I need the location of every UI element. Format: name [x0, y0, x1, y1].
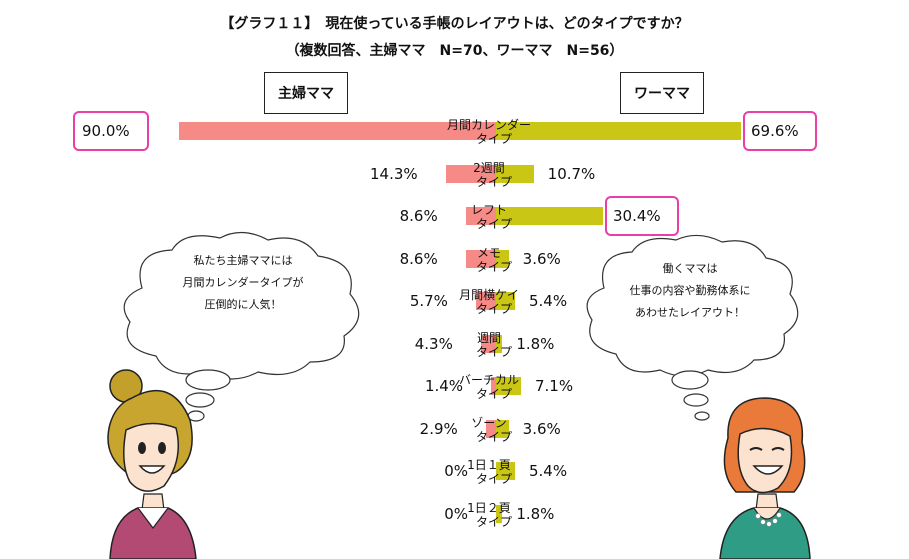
category-label: バーチカル タイプ	[434, 373, 544, 401]
category-label: 月間カレンダー タイプ	[434, 118, 544, 146]
bubble-right-line: 働くママは	[662, 262, 718, 275]
category-label: 月間横ケイ タイプ	[434, 288, 544, 316]
category-label-line: 2週間	[473, 160, 505, 175]
legend-housewife-label: 主婦ママ	[264, 72, 348, 114]
value-label-working: 5.4%	[529, 462, 568, 480]
bar-working	[496, 419, 509, 438]
chart-subtitle: （複数回答、主婦ママ N=70、ワーママ N=56）	[285, 43, 624, 59]
bar-working	[496, 164, 534, 183]
thought-bubble-right	[586, 234, 799, 421]
bar-working	[496, 504, 503, 523]
value-label-housewife: 0%	[444, 504, 468, 523]
bar-housewife	[445, 164, 496, 183]
value-label-working: 30.4%	[613, 207, 661, 225]
category-label-line: バーチカル	[458, 373, 519, 387]
bar-working	[496, 462, 515, 480]
category-label-line: 月間カレンダー	[446, 118, 531, 132]
value-label-working: 7.1%	[534, 377, 574, 395]
category-label: 週間 タイプ	[434, 331, 544, 359]
highlight-box	[742, 111, 817, 151]
category-label-line: メモ	[476, 245, 501, 260]
bar-working	[496, 249, 509, 268]
value-label-working: 69.6%	[750, 122, 799, 140]
bubble-right-line: あわせたレイアウト！	[635, 306, 745, 319]
bar-working	[496, 122, 741, 140]
value-label-working: 10.7%	[547, 164, 596, 183]
value-label-housewife: 0%	[444, 462, 468, 480]
bar-housewife	[480, 334, 496, 353]
bar-housewife	[485, 419, 496, 438]
value-label-working: 5.4%	[529, 292, 568, 310]
value-label-working: 3.6%	[522, 419, 561, 438]
category-label-line: タイプ	[475, 217, 512, 231]
category-label: メモ タイプ	[434, 246, 544, 274]
category-label: 2週間 タイプ	[434, 161, 544, 189]
value-label-housewife: 8.6%	[399, 249, 438, 268]
category-label-line: 週間	[476, 330, 501, 345]
category-label-line: 月間横ケイ	[459, 288, 519, 302]
category-label-line: タイプ	[475, 387, 512, 401]
bar-working	[496, 377, 521, 395]
legend-working-label: ワーママ	[620, 72, 704, 114]
value-label-housewife: 14.3%	[370, 164, 418, 183]
bubble-right-line: 仕事の内容や勤務体系に	[629, 284, 751, 297]
highlight-box	[605, 196, 679, 236]
category-label-line: タイプ	[475, 514, 512, 529]
value-label-working: 3.6%	[522, 249, 561, 268]
housewife-illustration	[107, 369, 197, 559]
highlight-box	[73, 111, 149, 151]
category-label-line: ゾーン	[471, 415, 507, 430]
category-label: 1日２頁 タイプ	[434, 501, 544, 529]
bar-housewife	[475, 292, 496, 310]
category-label-line: タイプ	[475, 259, 512, 274]
bar-working	[496, 207, 603, 225]
bar-housewife	[465, 207, 496, 225]
category-label: ゾーン タイプ	[434, 416, 544, 444]
bar-working	[496, 292, 515, 310]
category-label-line: タイプ	[475, 344, 512, 359]
value-label-housewife: 8.6%	[399, 207, 438, 225]
bar-housewife	[179, 122, 496, 140]
value-label-housewife: 1.4%	[424, 377, 464, 395]
category-label-line: タイプ	[475, 429, 512, 444]
bar-housewife	[465, 249, 496, 268]
value-label-housewife: 90.0%	[82, 122, 130, 140]
bar-housewife	[491, 377, 496, 395]
category-label-line: タイプ	[475, 472, 512, 486]
bubble-left-line: 私たち主婦ママには	[193, 254, 293, 267]
category-label-line: レフト	[470, 203, 507, 217]
working-mom-illustration	[719, 397, 811, 559]
value-label-working: 1.8%	[516, 334, 555, 353]
category-label-line: 1日１頁	[467, 458, 511, 472]
value-label-housewife: 4.3%	[414, 334, 453, 353]
bar-working	[496, 334, 503, 353]
category-label-line: タイプ	[475, 302, 512, 316]
bubble-left-text: 私たち主婦ママには 月間カレンダータイプが 圧倒的に人気！	[138, 250, 348, 316]
category-label: 1日１頁 タイプ	[434, 458, 544, 486]
bubble-right-text: 働くママは 仕事の内容や勤務体系に あわせたレイアウト！	[590, 258, 790, 324]
value-label-housewife: 2.9%	[419, 419, 458, 438]
thought-bubble-left	[123, 231, 360, 422]
category-label-line: タイプ	[475, 132, 512, 146]
category-label-line: 1日２頁	[467, 500, 511, 515]
chart-title: 【グラフ１１】 現在使っている手帳のレイアウトは、どのタイプですか？	[220, 16, 689, 32]
value-label-housewife: 5.7%	[409, 292, 448, 310]
value-label-working: 1.8%	[516, 504, 555, 523]
category-label-line: タイプ	[475, 174, 512, 189]
category-label: レフト タイプ	[434, 203, 544, 231]
bubble-left-line: 圧倒的に人気！	[204, 298, 282, 311]
bubble-left-line: 月間カレンダータイプが	[182, 276, 304, 289]
